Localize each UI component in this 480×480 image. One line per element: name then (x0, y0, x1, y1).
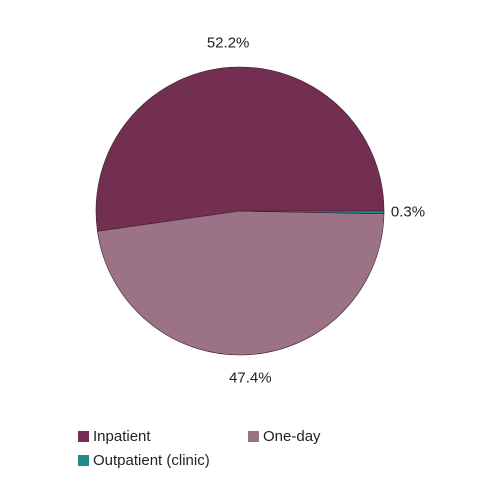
legend-swatch (78, 455, 89, 466)
data-label: 0.3% (391, 204, 425, 221)
legend-label: Inpatient (93, 428, 151, 445)
legend-label: Outpatient (clinic) (93, 452, 210, 469)
legend-swatch (248, 431, 259, 442)
pie-slice (95, 66, 385, 232)
data-label: 52.2% (207, 34, 250, 51)
legend-label: One-day (263, 428, 321, 445)
legend-swatch (78, 431, 89, 442)
data-label: 47.4% (229, 370, 272, 387)
pie-slice (97, 210, 385, 356)
pie-slice (239, 210, 385, 215)
